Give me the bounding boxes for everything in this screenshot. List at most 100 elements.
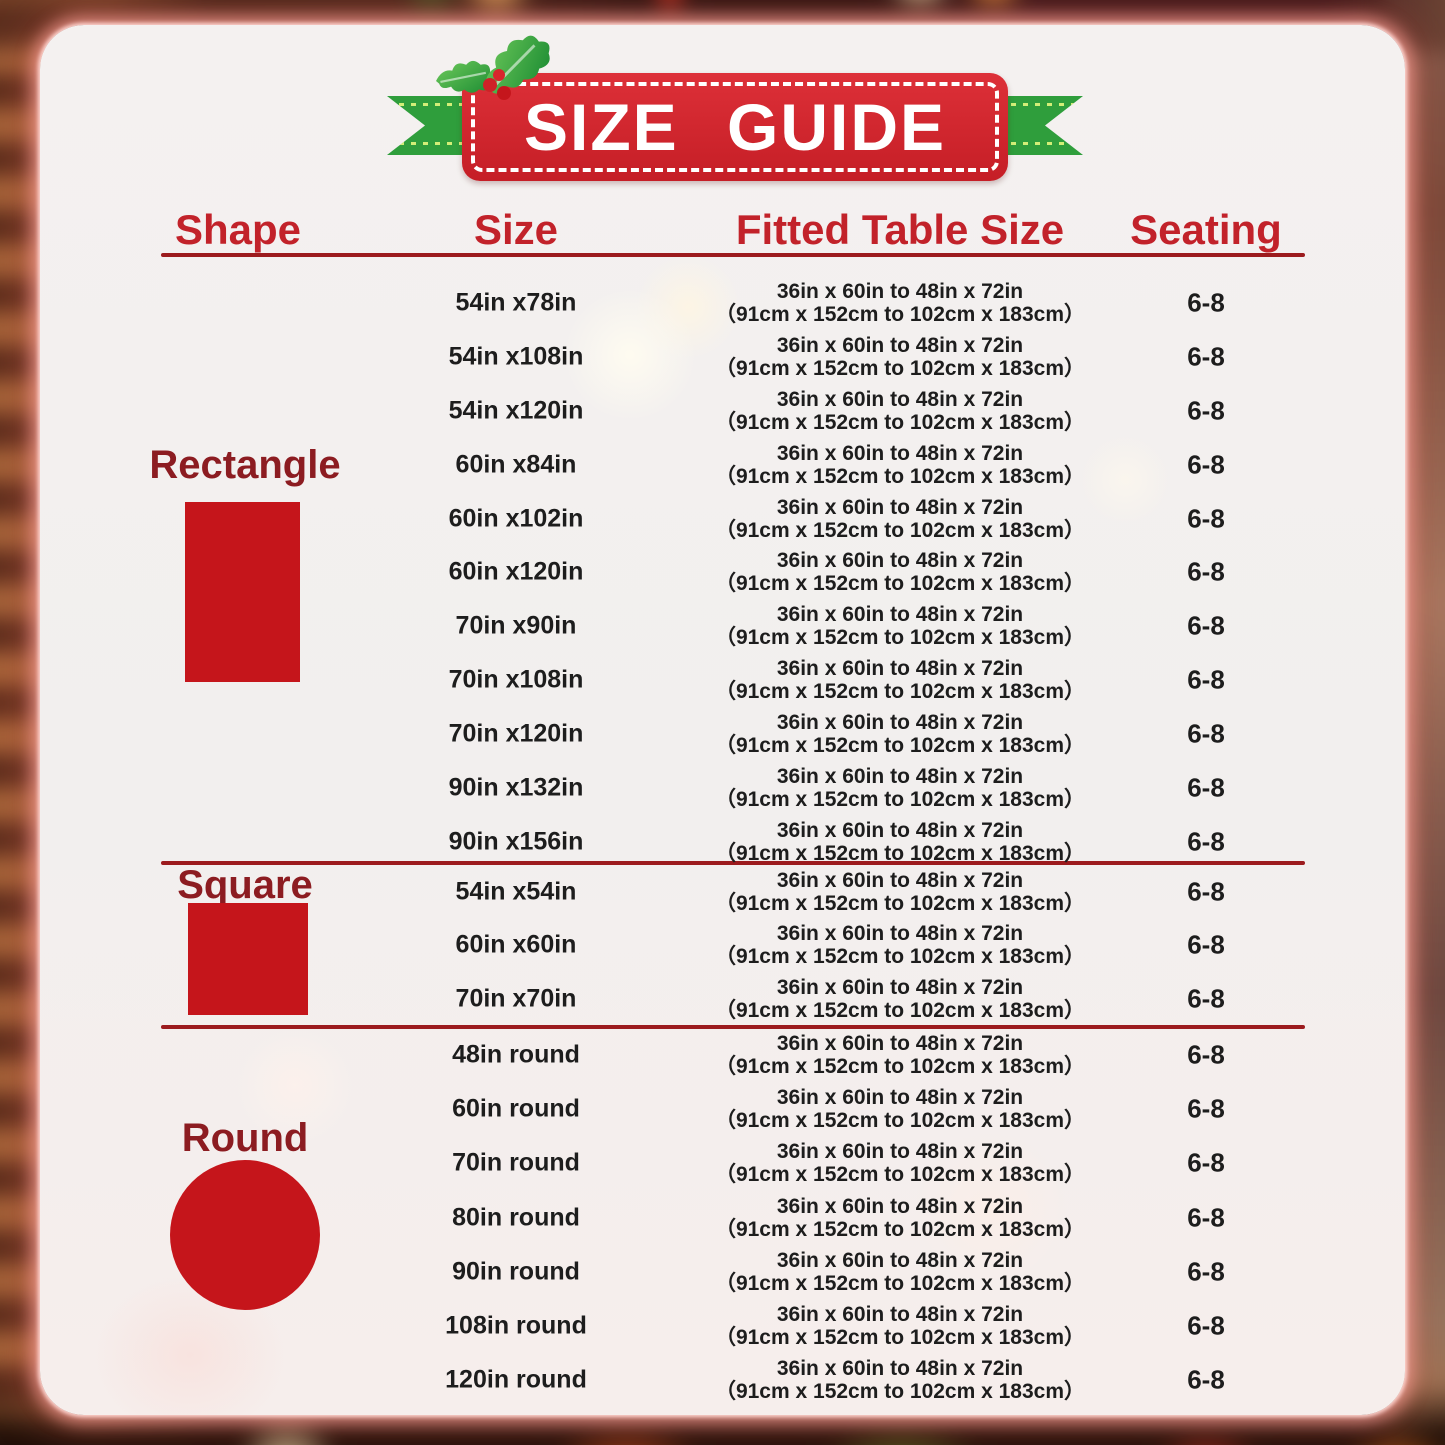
seating-cell: 6-8 [1187, 395, 1225, 426]
seating-cell: 6-8 [1187, 664, 1225, 695]
fitted-size-inches: 36in x 60in to 48in x 72in [776, 495, 1024, 519]
seating-cell: 6-8 [1187, 1256, 1225, 1287]
table-row: 60in x84in 36in x 60in to 48in x 72in （91c… [40, 438, 1405, 492]
fitted-table-size-cell: 36in x 60in to 48in x 72in （91cm x 152cm … [625, 1303, 1175, 1349]
column-header-fitted-table-size: Fitted Table Size [735, 206, 1065, 253]
size-cell: 90in round [452, 1257, 580, 1286]
fitted-size-cm: （91cm x 152cm to 102cm x 183cm） [714, 1109, 1086, 1133]
fitted-size-cm: （91cm x 152cm to 102cm x 183cm） [714, 680, 1086, 704]
size-cell: 60in round [452, 1094, 580, 1123]
seating-cell: 6-8 [1187, 983, 1225, 1014]
size-cell: 70in x70in [455, 984, 577, 1013]
fitted-table-size-cell: 36in x 60in to 48in x 72in （91cm x 152cm … [625, 334, 1175, 380]
fitted-size-inches: 36in x 60in to 48in x 72in [776, 1032, 1024, 1056]
shape-label-round: Round [181, 1116, 309, 1160]
size-cell: 54in x78in [455, 288, 577, 317]
size-cell: 90in x156in [448, 827, 584, 856]
shape-label-rectangle: Rectangle [149, 443, 341, 487]
size-cell: 54in x120in [448, 396, 584, 425]
fitted-size-inches: 36in x 60in to 48in x 72in [776, 1086, 1024, 1110]
fitted-size-inches: 36in x 60in to 48in x 72in [776, 818, 1024, 842]
fitted-size-inches: 36in x 60in to 48in x 72in [776, 868, 1024, 892]
size-guide-panel: SIZE GUIDE Shape Size Fitted Table Size [40, 25, 1405, 1415]
berry-icon [483, 78, 497, 92]
seating-cell: 6-8 [1187, 772, 1225, 803]
fitted-size-inches: 36in x 60in to 48in x 72in [776, 603, 1024, 627]
fitted-size-cm: （91cm x 152cm to 102cm x 183cm） [714, 1380, 1086, 1404]
fitted-table-size-cell: 36in x 60in to 48in x 72in （91cm x 152cm … [625, 819, 1175, 865]
fitted-table-size-cell: 36in x 60in to 48in x 72in （91cm x 152cm … [625, 549, 1175, 595]
table-row: 80in round 36in x 60in to 48in x 72in （91c… [40, 1191, 1405, 1245]
table-row: 70in x108in 36in x 60in to 48in x 72in （91… [40, 653, 1405, 707]
section-divider [161, 1025, 1305, 1029]
seating-cell: 6-8 [1187, 1310, 1225, 1341]
size-cell: 120in round [445, 1365, 587, 1394]
size-cell: 48in round [452, 1040, 580, 1069]
fitted-table-size-cell: 36in x 60in to 48in x 72in （91cm x 152cm … [625, 442, 1175, 488]
table-row: 120in round 36in x 60in to 48in x 72in （91… [40, 1353, 1405, 1407]
square-shape-icon [188, 903, 308, 1015]
table-row: 70in x90in 36in x 60in to 48in x 72in （91c… [40, 599, 1405, 653]
size-cell: 70in x90in [455, 611, 577, 640]
fitted-table-size-cell: 36in x 60in to 48in x 72in （91cm x 152cm … [625, 1032, 1175, 1078]
size-cell: 70in round [452, 1148, 580, 1177]
table-row: 90in x132in 36in x 60in to 48in x 72in （91… [40, 761, 1405, 815]
seating-cell: 6-8 [1187, 929, 1225, 960]
fitted-table-size-cell: 36in x 60in to 48in x 72in （91cm x 152cm … [625, 922, 1175, 968]
column-header-seating: Seating [1130, 206, 1282, 253]
fitted-table-size-cell: 36in x 60in to 48in x 72in （91cm x 152cm … [625, 976, 1175, 1022]
fitted-size-inches: 36in x 60in to 48in x 72in [776, 765, 1024, 789]
fitted-size-cm: （91cm x 152cm to 102cm x 183cm） [714, 1217, 1086, 1241]
seating-cell: 6-8 [1187, 1039, 1225, 1070]
seating-cell: 6-8 [1187, 449, 1225, 480]
fitted-size-cm: （91cm x 152cm to 102cm x 183cm） [714, 1163, 1086, 1187]
table-row: 54in x54in 36in x 60in to 48in x 72in （91c… [40, 865, 1405, 919]
size-cell: 60in x120in [448, 557, 584, 586]
fitted-table-size-cell: 36in x 60in to 48in x 72in （91cm x 152cm … [625, 657, 1175, 703]
size-cell: 108in round [445, 1311, 587, 1340]
seating-cell: 6-8 [1187, 1093, 1225, 1124]
size-cell: 70in x108in [448, 665, 584, 694]
size-cell: 70in x120in [448, 719, 584, 748]
size-cell: 60in x60in [455, 930, 577, 959]
table-row: 54in x78in 36in x 60in to 48in x 72in （91c… [40, 276, 1405, 330]
table-row: 90in x156in 36in x 60in to 48in x 72in （91… [40, 815, 1405, 869]
shape-label-square: Square [177, 863, 313, 907]
fitted-table-size-cell: 36in x 60in to 48in x 72in （91cm x 152cm … [625, 1357, 1175, 1403]
seating-cell: 6-8 [1187, 556, 1225, 587]
page-title: SIZE GUIDE [523, 90, 947, 164]
fitted-size-cm: （91cm x 152cm to 102cm x 183cm） [714, 945, 1086, 969]
fitted-size-inches: 36in x 60in to 48in x 72in [776, 279, 1024, 303]
fitted-table-size-cell: 36in x 60in to 48in x 72in （91cm x 152cm … [625, 1140, 1175, 1186]
size-cell: 54in x54in [455, 877, 577, 906]
fitted-size-cm: （91cm x 152cm to 102cm x 183cm） [714, 734, 1086, 758]
fitted-size-cm: （91cm x 152cm to 102cm x 183cm） [714, 788, 1086, 812]
holly-icon [436, 35, 550, 100]
title-banner: SIZE GUIDE [462, 73, 1008, 181]
fitted-size-inches: 36in x 60in to 48in x 72in [776, 1357, 1024, 1381]
table-row: 108in round 36in x 60in to 48in x 72in （91… [40, 1299, 1405, 1353]
fitted-size-cm: （91cm x 152cm to 102cm x 183cm） [714, 841, 1086, 865]
rectangle-shape-icon [185, 502, 300, 682]
fitted-size-inches: 36in x 60in to 48in x 72in [776, 1140, 1024, 1164]
header-divider [161, 253, 1305, 257]
table-row: 60in x60in 36in x 60in to 48in x 72in （91c… [40, 919, 1405, 973]
table-row: 60in x120in 36in x 60in to 48in x 72in （91… [40, 546, 1405, 600]
fitted-size-cm: （91cm x 152cm to 102cm x 183cm） [714, 891, 1086, 915]
seating-cell: 6-8 [1187, 610, 1225, 641]
seating-cell: 6-8 [1187, 287, 1225, 318]
fitted-table-size-cell: 36in x 60in to 48in x 72in （91cm x 152cm … [625, 711, 1175, 757]
fitted-size-cm: （91cm x 152cm to 102cm x 183cm） [714, 1271, 1086, 1295]
table-row: 54in x120in 36in x 60in to 48in x 72in （91… [40, 384, 1405, 438]
fitted-size-inches: 36in x 60in to 48in x 72in [776, 975, 1024, 999]
berry-icon [493, 69, 505, 81]
table-row: 60in x102in 36in x 60in to 48in x 72in （91… [40, 492, 1405, 546]
fitted-size-cm: （91cm x 152cm to 102cm x 183cm） [714, 1326, 1086, 1350]
column-header-size: Size [473, 206, 559, 253]
seating-cell: 6-8 [1187, 1202, 1225, 1233]
fitted-table-size-cell: 36in x 60in to 48in x 72in （91cm x 152cm … [625, 765, 1175, 811]
fitted-size-cm: （91cm x 152cm to 102cm x 183cm） [714, 356, 1086, 380]
section-divider [161, 861, 1305, 865]
fitted-table-size-cell: 36in x 60in to 48in x 72in （91cm x 152cm … [625, 1195, 1175, 1241]
fitted-size-cm: （91cm x 152cm to 102cm x 183cm） [714, 302, 1086, 326]
